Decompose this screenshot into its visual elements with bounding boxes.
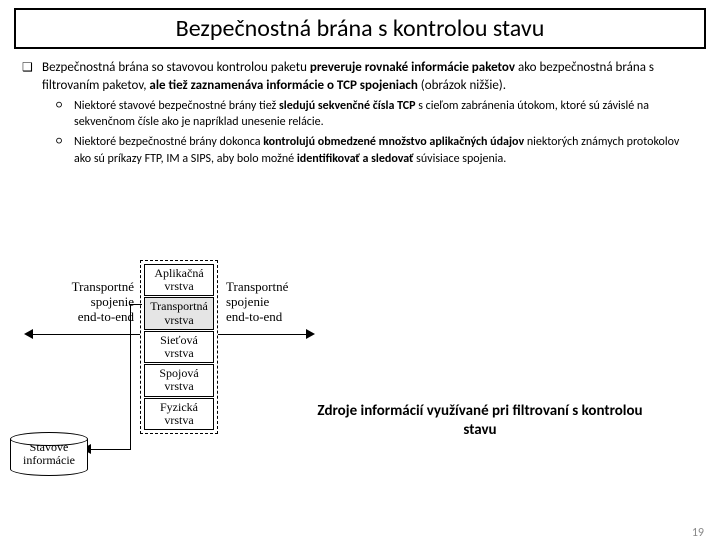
slide-title-box: Bezpečnostná brána s kontrolou stavu <box>14 8 706 49</box>
main-bullet: Bezpečnostná brána so stavovou kontrolou… <box>26 59 698 94</box>
left-arrow-label: Transportné spojenie end-to-end <box>52 280 134 325</box>
arrow-left-head <box>24 329 33 339</box>
sub-bullet-1: Niektoré stavové bezpečnostné brány tiež… <box>60 98 698 130</box>
main-bullet-text: Bezpečnostná brána so stavovou kontrolou… <box>42 60 654 93</box>
cylinder-top <box>10 432 88 446</box>
arrow-left-line <box>32 334 140 335</box>
page-number: 19 <box>692 526 704 540</box>
layer-stack: Aplikačná vrstva Transportná vrstva Sieť… <box>140 260 218 434</box>
arrow-right-line <box>218 334 308 335</box>
diagram: Transportné spojenie end-to-end Aplikačn… <box>14 256 706 496</box>
sub-bullet-2: Niektoré bezpečnostné brány dokonca kont… <box>60 134 698 166</box>
arrow-right-head <box>306 329 315 339</box>
layer-link: Spojová vrstva <box>144 364 214 396</box>
state-cylinder: Stavové informácie <box>10 432 88 476</box>
layer-transport: Transportná vrstva <box>144 297 214 329</box>
layer-physical: Fyzická vrstva <box>144 398 214 430</box>
connector-h2 <box>90 449 131 450</box>
right-arrow-label: Transportné spojenie end-to-end <box>226 280 308 325</box>
content-area: Bezpečnostná brána so stavovou kontrolou… <box>0 55 720 167</box>
diagram-caption: Zdroje informácií využívané pri filtrova… <box>310 402 650 440</box>
layer-network: Sieťová vrstva <box>144 331 214 363</box>
slide-title: Bezpečnostná brána s kontrolou stavu <box>26 14 694 43</box>
connector-h1 <box>130 304 142 305</box>
sub-bullet-list: Niektoré stavové bezpečnostné brány tiež… <box>26 98 698 167</box>
connector-v <box>130 304 131 450</box>
layer-app: Aplikačná vrstva <box>144 264 214 296</box>
